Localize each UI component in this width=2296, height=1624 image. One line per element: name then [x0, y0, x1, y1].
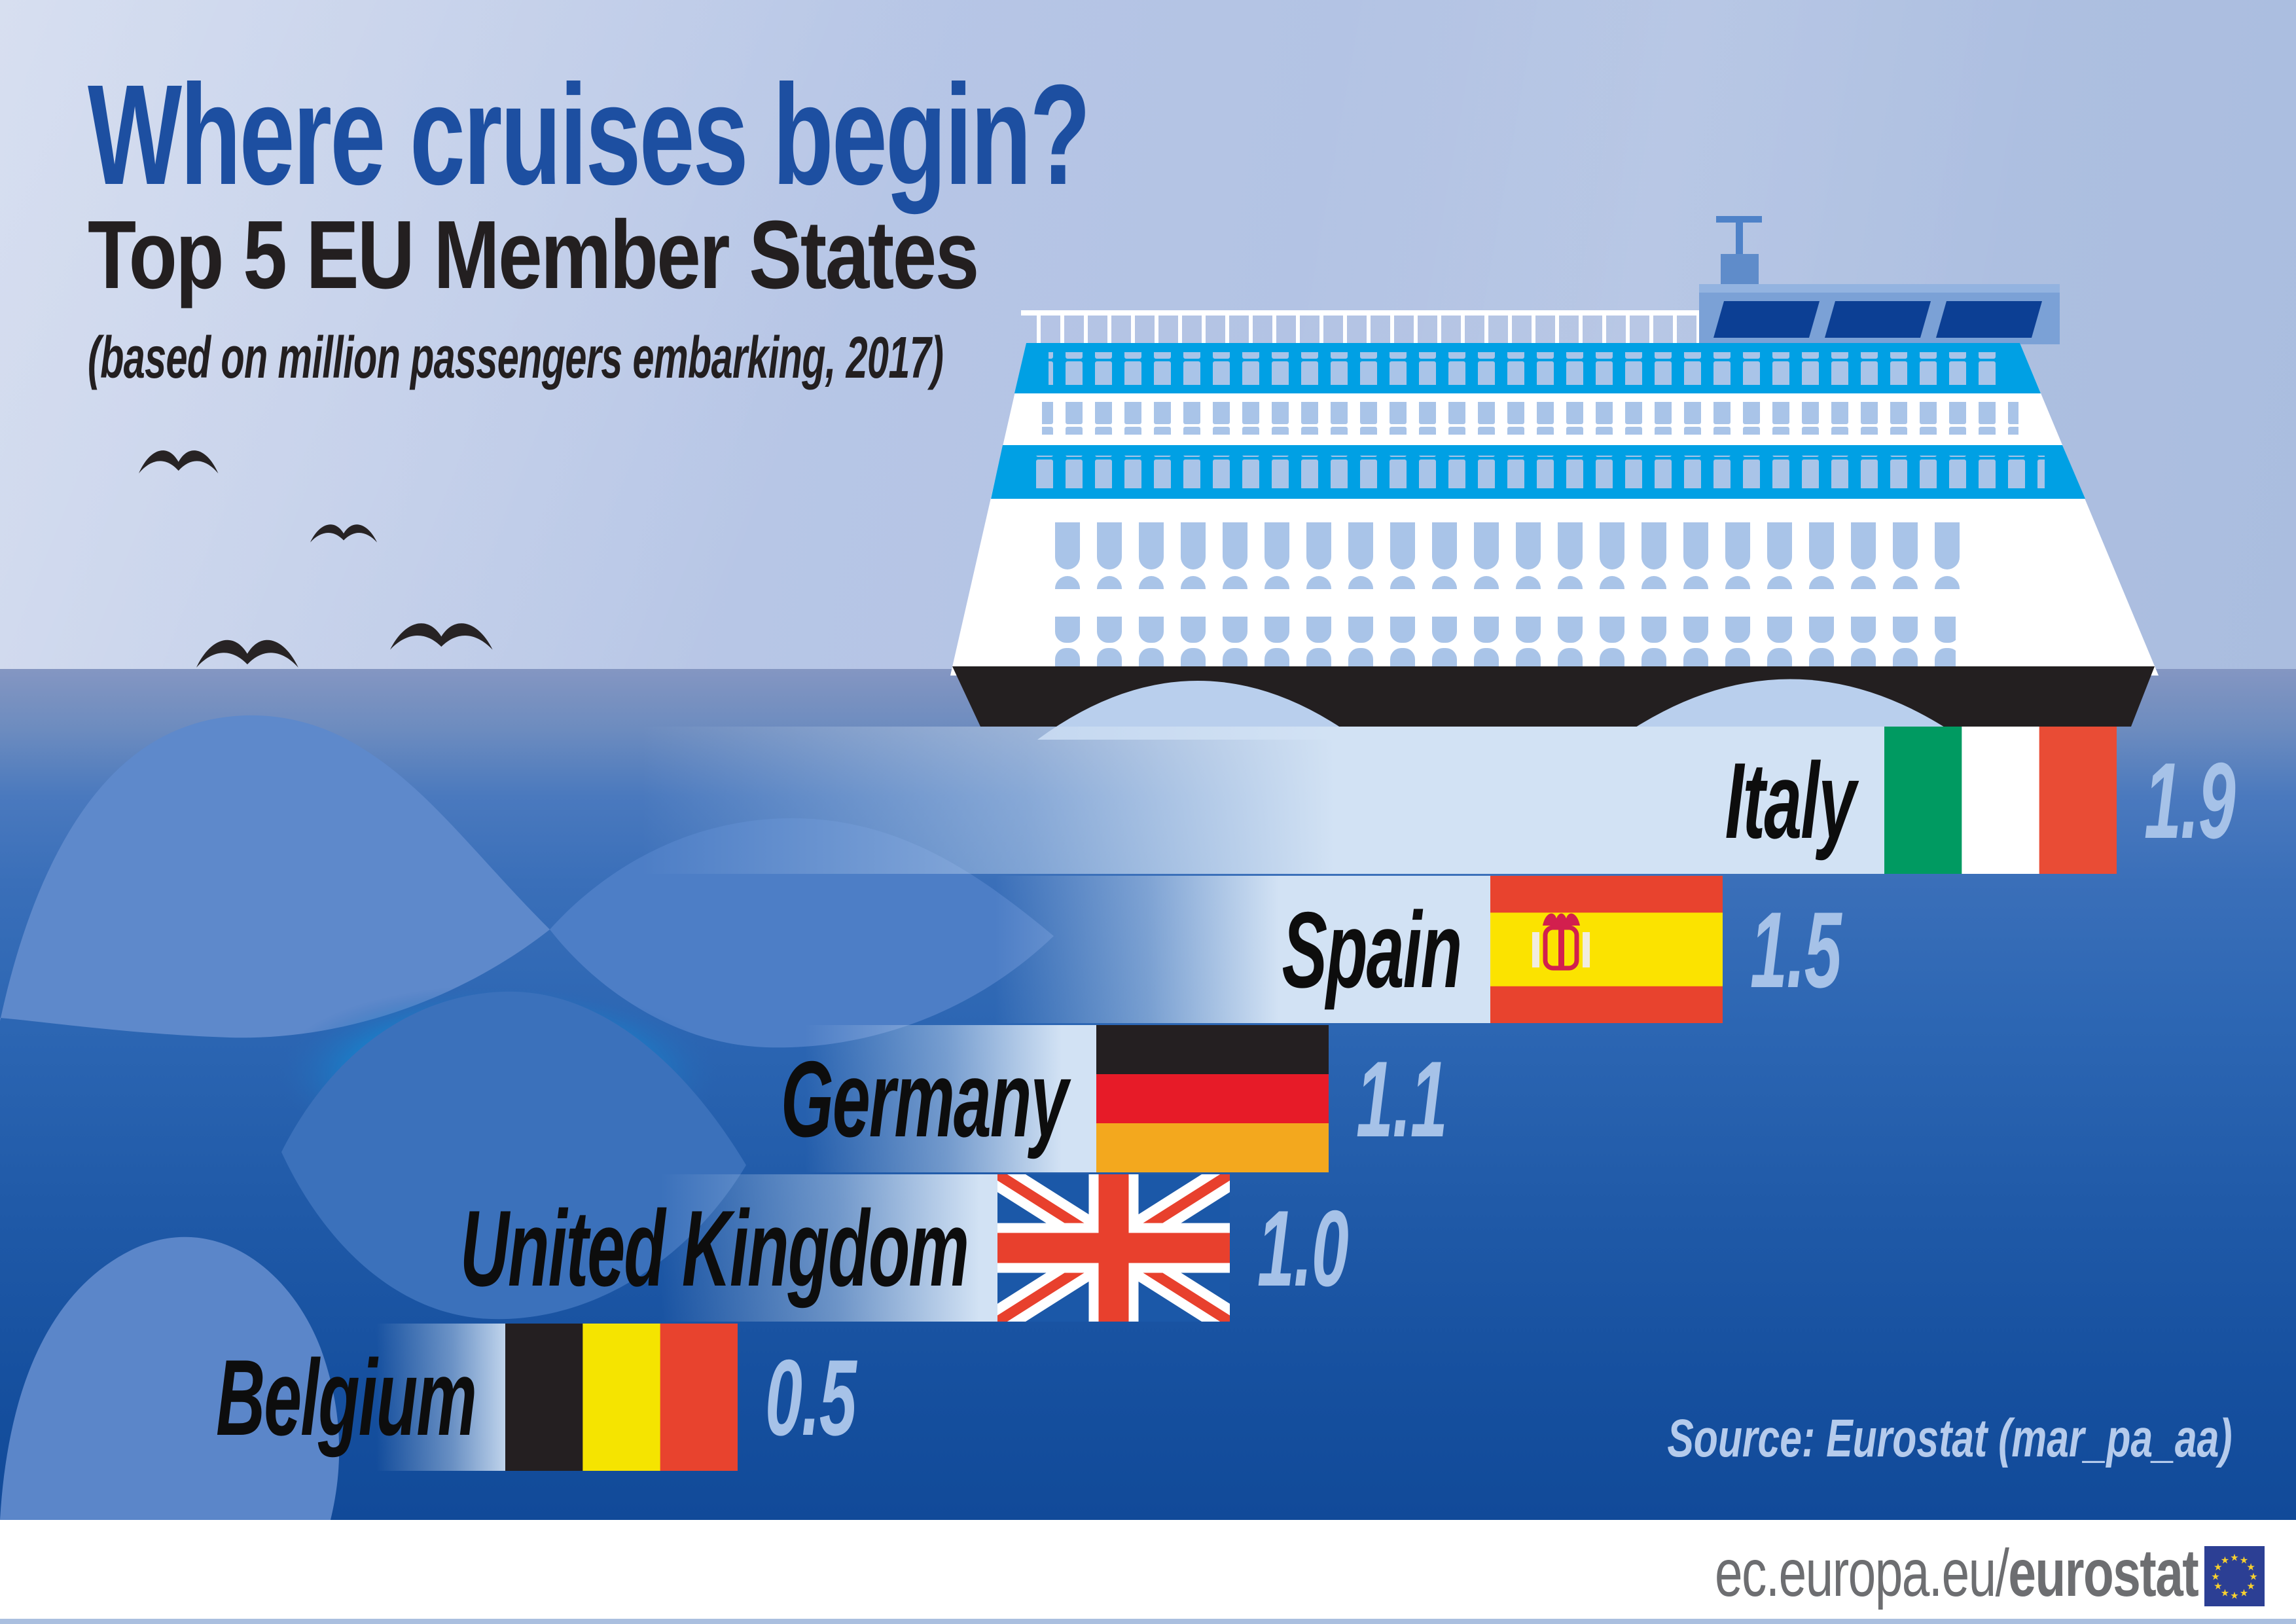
spain-coat-of-arms: [1530, 913, 1592, 971]
svg-text:★: ★: [2246, 1562, 2255, 1573]
country-label-belgium: Belgium: [216, 1337, 477, 1458]
bar-italy: [641, 727, 2117, 874]
footer-band: [0, 1520, 2296, 1624]
value-label-germany: 1.1: [1356, 1039, 1448, 1159]
footer-url: ec.europa.eu/eurostat: [1714, 1536, 2199, 1610]
footer-url-prefix: ec.europa.eu/: [1714, 1536, 2009, 1610]
footer-bottom-strip: [0, 1619, 2296, 1624]
svg-text:★: ★: [2249, 1572, 2257, 1583]
svg-text:★: ★: [2221, 1555, 2229, 1566]
value-label-belgium: 0.5: [765, 1337, 857, 1458]
country-label-spain: Spain: [1282, 890, 1462, 1010]
svg-text:★: ★: [2230, 1553, 2238, 1564]
flag-united-kingdom-icon: [997, 1174, 1230, 1322]
country-label-germany: Germany: [780, 1039, 1068, 1159]
value-label-united-kingdom: 1.0: [1257, 1188, 1349, 1308]
svg-text:★: ★: [2221, 1588, 2229, 1599]
svg-text:★: ★: [2211, 1572, 2219, 1583]
country-label-italy: Italy: [1725, 740, 1856, 861]
svg-text:★: ★: [2214, 1562, 2222, 1573]
svg-text:★: ★: [2240, 1555, 2248, 1566]
flag-spain-icon: [1490, 876, 1723, 1023]
eu-flag-icon: ★ ★ ★ ★ ★ ★ ★ ★ ★ ★ ★ ★: [2204, 1546, 2265, 1606]
country-label-united-kingdom: United Kingdom: [459, 1188, 969, 1308]
svg-text:★: ★: [2230, 1591, 2238, 1602]
value-label-spain: 1.5: [1750, 890, 1842, 1010]
svg-text:★: ★: [2246, 1581, 2255, 1592]
value-label-italy: 1.9: [2144, 740, 2236, 861]
page-title: Where cruises begin?: [88, 56, 1091, 215]
footer-url-eurostat: eurostat: [2008, 1536, 2198, 1610]
flag-belgium-icon: [505, 1324, 738, 1471]
svg-text:★: ★: [2214, 1581, 2222, 1592]
svg-text:★: ★: [2240, 1588, 2248, 1599]
source-note: Source: Eurostat (mar_pa_aa): [1667, 1409, 2233, 1468]
page-note: (based on million passengers embarking, …: [88, 325, 944, 391]
flag-italy-icon: [1884, 727, 2117, 874]
flag-germany-icon: [1096, 1025, 1329, 1172]
page-subtitle: Top 5 EU Member States: [88, 201, 979, 309]
